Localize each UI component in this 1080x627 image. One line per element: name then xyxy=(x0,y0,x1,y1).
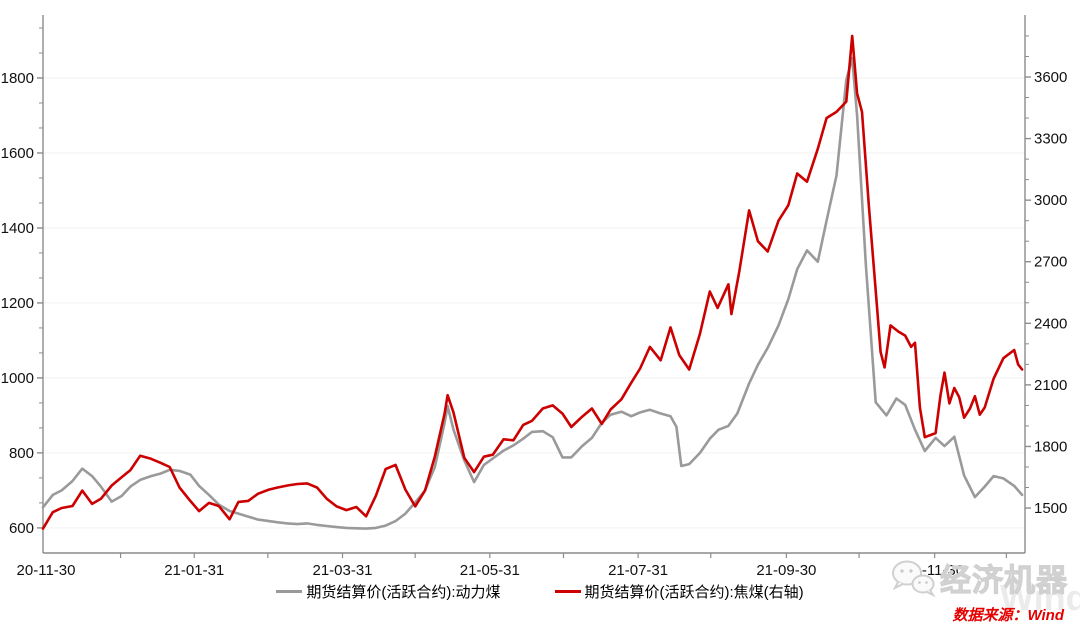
right-axis-tick-label: 1500 xyxy=(1034,500,1067,517)
coking-coal-line-swatch xyxy=(554,590,581,593)
coking-coal-line xyxy=(41,34,1024,530)
legend-label-thermal-coal: 期货结算价(活跃合约):动力煤 xyxy=(306,584,501,601)
x-axis-tick-label: 21-03-31 xyxy=(312,562,372,579)
left-axis-tick-label: 1800 xyxy=(1,70,34,87)
left-axis-tick-label: 1600 xyxy=(1,145,34,162)
x-axis-tick-label: 21-01-31 xyxy=(164,562,224,579)
legend-label-coking-coal: 期货结算价(活跃合约):焦煤(右轴) xyxy=(584,584,804,601)
left-axis-tick-label: 1000 xyxy=(1,370,34,387)
right-axis-tick-label: 3600 xyxy=(1034,69,1067,86)
data-source-label: 数据来源：Wind xyxy=(952,607,1064,624)
left-axis-tick-label: 1400 xyxy=(1,220,34,237)
thermal-coal-line-swatch xyxy=(276,590,303,593)
x-axis-tick-label: 21-09-30 xyxy=(756,562,816,579)
right-axis-tick-label: 2400 xyxy=(1034,315,1067,332)
left-axis-tick-label: 1200 xyxy=(1,295,34,312)
right-axis-tick-label: 1800 xyxy=(1034,438,1067,455)
x-axis-tick-label: 21-07-31 xyxy=(608,562,668,579)
legend-item-coking-coal: 期货结算价(活跃合约):焦煤(右轴) xyxy=(554,581,804,602)
x-axis-tick-label: 20-11-30 xyxy=(17,562,76,579)
right-axis-tick-label: 3000 xyxy=(1034,192,1067,209)
thermal-coal-line xyxy=(41,56,1024,530)
x-axis-tick-label: 21-05-31 xyxy=(460,562,520,579)
right-axis-tick-label: 2100 xyxy=(1034,377,1067,394)
right-axis-tick-label: 3300 xyxy=(1034,131,1067,148)
legend-item-thermal-coal: 期货结算价(活跃合约):动力煤 xyxy=(276,581,501,602)
right-axis-tick-label: 2700 xyxy=(1034,254,1067,271)
x-axis-tick-label: 21-11-30 xyxy=(905,562,964,579)
left-axis-tick-label: 600 xyxy=(9,520,34,537)
left-axis-tick-label: 800 xyxy=(9,445,34,462)
chart-legend: 期货结算价(活跃合约):动力煤 期货结算价(活跃合约):焦煤(右轴) xyxy=(0,581,1080,602)
